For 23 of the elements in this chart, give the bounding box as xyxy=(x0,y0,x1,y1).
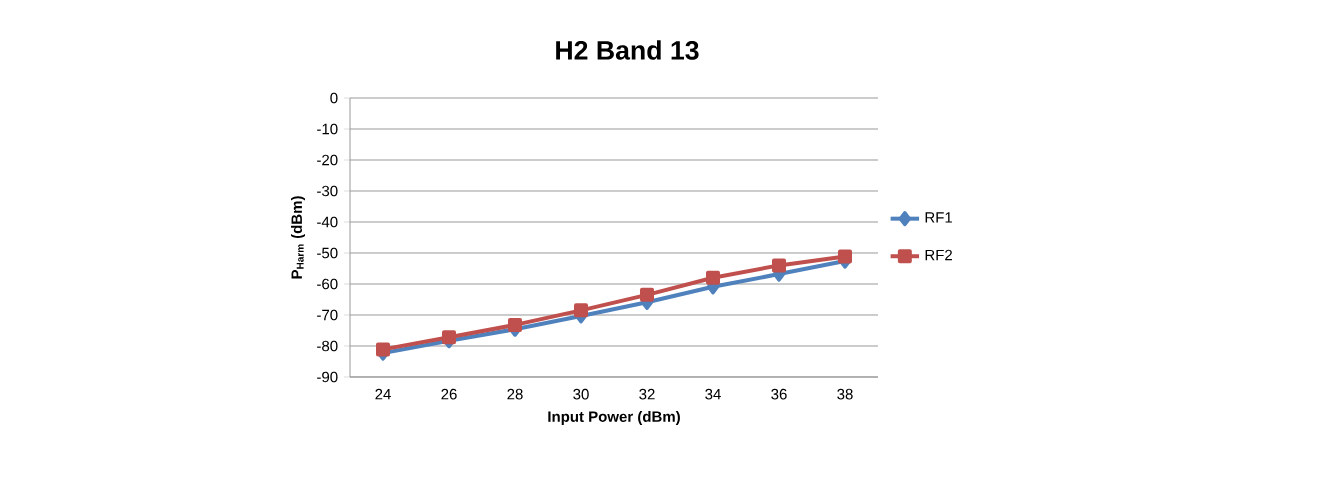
x-tick-label: 24 xyxy=(375,388,391,400)
x-tick-label: 34 xyxy=(705,388,721,400)
x-tick-label: 38 xyxy=(837,388,853,400)
y-tick-label: -50 xyxy=(317,247,338,259)
legend-label: RF2 xyxy=(925,249,952,261)
y-tick-label: -20 xyxy=(317,154,338,166)
y-axis-title: P$_{Harm}$ (dBm) xyxy=(291,196,305,279)
y-tick-label: -40 xyxy=(317,216,338,228)
x-tick-label: 32 xyxy=(639,388,655,400)
legend-label: RF1 xyxy=(925,212,952,223)
x-tick-label: 28 xyxy=(507,388,523,400)
x-tick-label: 30 xyxy=(573,388,589,400)
y-tick-label: -60 xyxy=(317,278,338,290)
chart-title: H2 Band 13 xyxy=(556,40,699,60)
x-tick-label: 36 xyxy=(771,388,787,400)
y-tick-label: -90 xyxy=(317,371,338,383)
x-tick-label: 26 xyxy=(441,388,457,400)
y-tick-label: -30 xyxy=(317,185,338,197)
y-tick-label: 0 xyxy=(330,92,338,104)
y-tick-label: -70 xyxy=(317,309,338,321)
y-tick-label: -80 xyxy=(317,340,338,352)
x-axis-title: Input Power (dBm) xyxy=(548,410,680,425)
y-tick-label: -10 xyxy=(317,123,338,135)
